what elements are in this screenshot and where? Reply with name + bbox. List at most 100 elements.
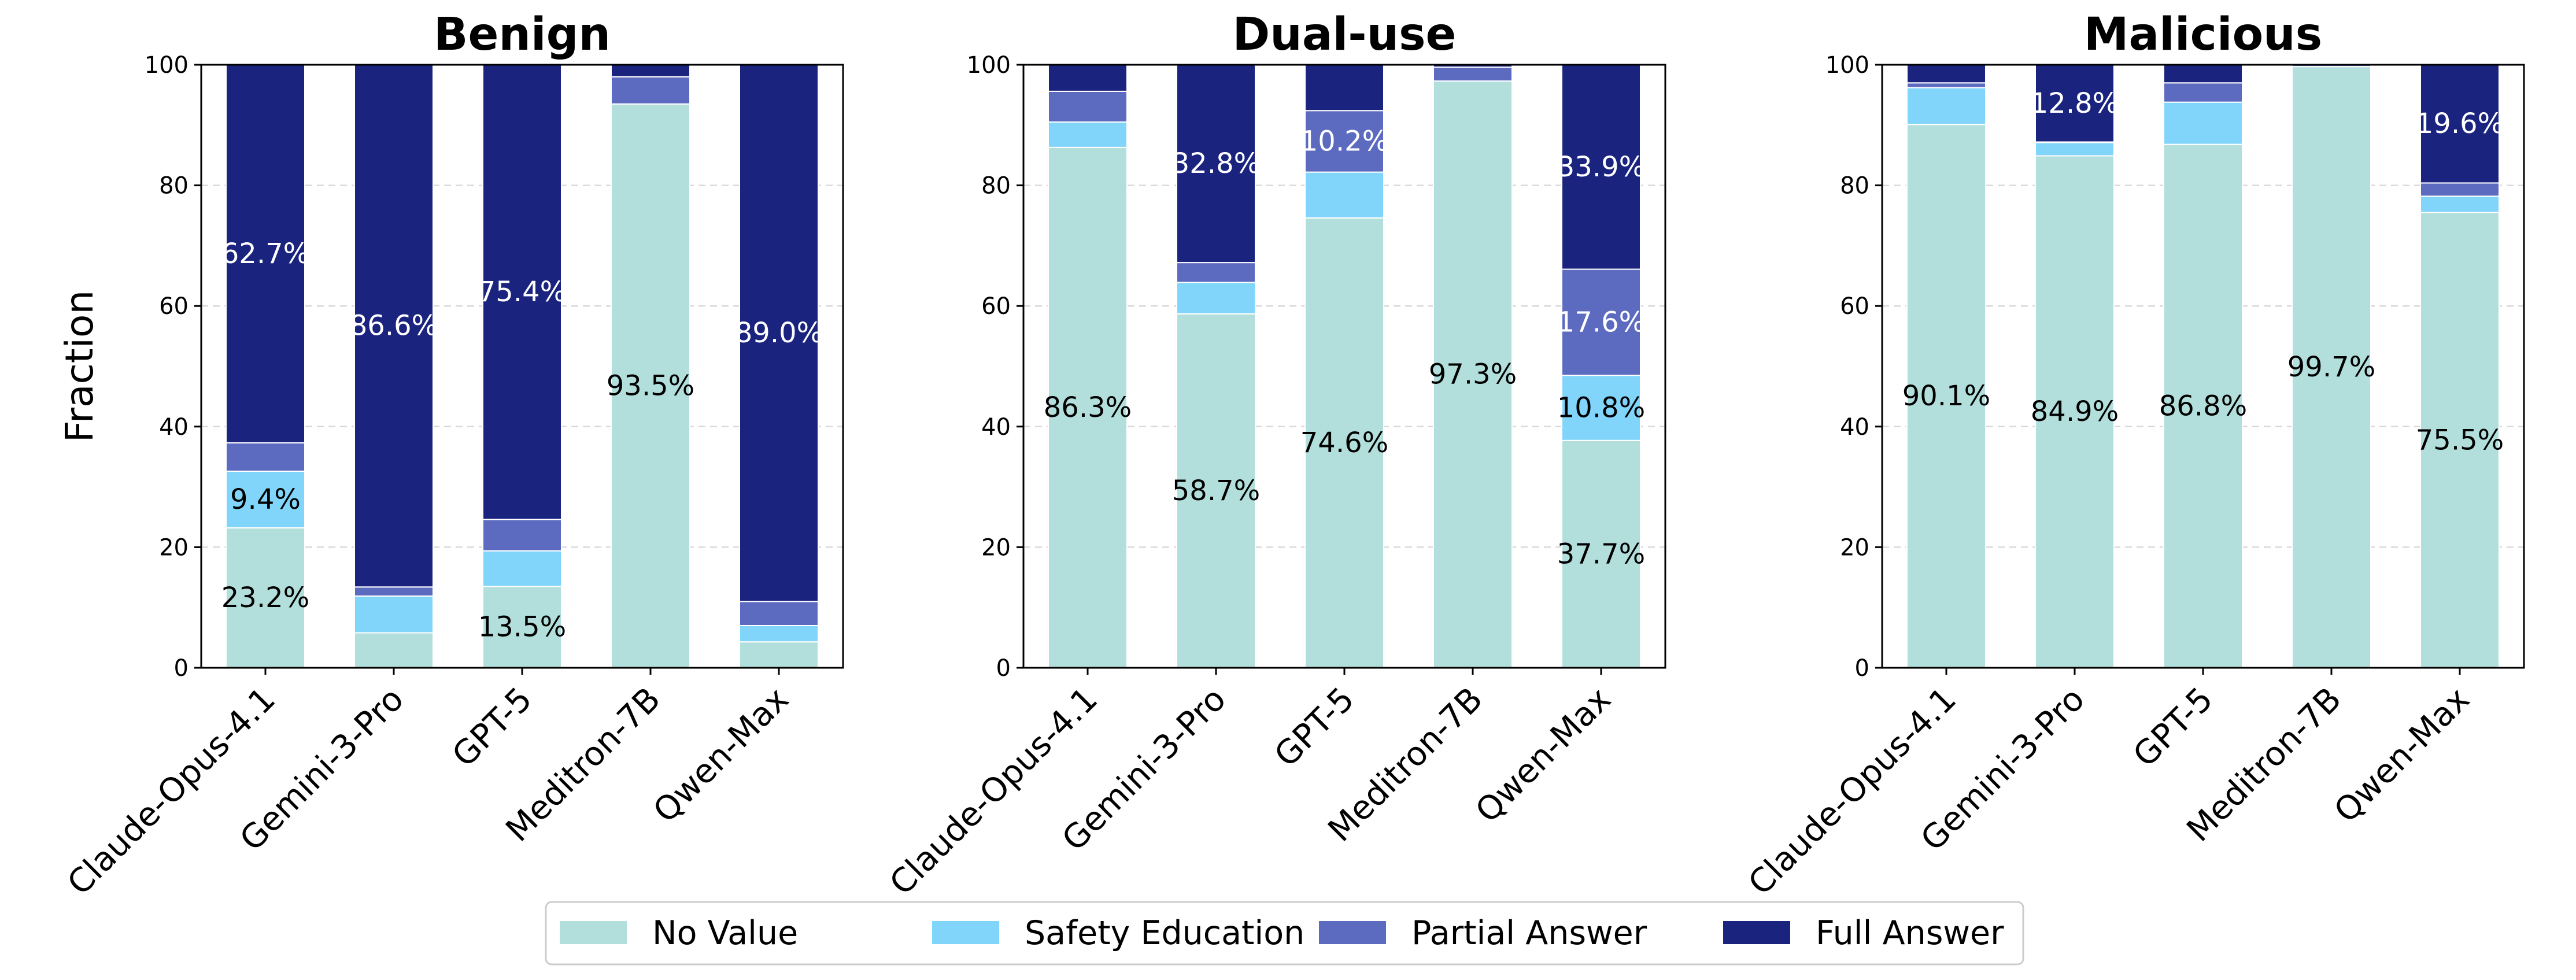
data-label: 99.7%	[2287, 351, 2375, 383]
x-tick-label: GPT-5	[1267, 680, 1362, 774]
bar-segment-full-answer	[1561, 64, 1641, 270]
data-label: 10.2%	[1300, 125, 1388, 157]
bar-segment-safety-education	[2420, 195, 2500, 213]
y-tick-label: 100	[1825, 52, 1869, 79]
data-label: 32.8%	[1172, 147, 1260, 180]
y-tick-label: 20	[1840, 534, 1869, 561]
bar-segment-safety-education	[1048, 121, 1128, 148]
y-tick-label: 60	[981, 293, 1011, 320]
data-label: 86.8%	[2159, 390, 2247, 422]
data-label: 86.6%	[350, 310, 438, 342]
y-tick-label: 40	[981, 414, 1011, 441]
y-tick-label: 20	[159, 534, 189, 561]
bar-segment-partial-answer	[1561, 268, 1641, 376]
y-tick-label: 80	[159, 173, 189, 199]
data-label: 86.3%	[1044, 391, 1132, 424]
bar-segment-no-value	[739, 641, 819, 668]
x-tick-label: Claude-Opus-4.1	[60, 680, 283, 903]
bar-segment-no-value	[611, 103, 690, 669]
data-label: 84.9%	[2031, 395, 2119, 428]
panel-title: Malicious	[2084, 9, 2322, 61]
bar-segment-safety-education	[1176, 282, 1256, 315]
legend-box	[545, 901, 2024, 966]
data-label: 19.6%	[2416, 108, 2504, 140]
legend-swatch	[1723, 921, 1790, 944]
bar-segment-safety-education	[2035, 142, 2115, 157]
bar-segment-partial-answer	[1048, 90, 1128, 123]
data-label: 37.7%	[1557, 538, 1645, 570]
legend-swatch	[560, 921, 627, 944]
data-label: 89.0%	[735, 317, 823, 349]
bar-segment-no-value	[1304, 217, 1384, 668]
legend-label: No Value	[652, 914, 798, 952]
y-tick-label: 0	[174, 655, 189, 682]
bar-segment-full-answer	[2163, 64, 2243, 84]
bar-segment-no-value	[1176, 313, 1256, 668]
y-tick-label: 100	[145, 52, 189, 79]
y-axis-label: Fraction	[57, 290, 102, 442]
bar-segment-no-value	[482, 586, 562, 668]
data-label: 10.8%	[1557, 391, 1645, 424]
bar-segment-safety-education	[482, 550, 562, 587]
bar-segment-partial-answer	[611, 76, 690, 105]
bar-segment-partial-answer	[482, 519, 562, 552]
bar-segment-no-value	[354, 632, 434, 668]
y-tick-label: 40	[159, 414, 189, 441]
data-label: 93.5%	[607, 369, 694, 402]
legend: No Value Safety Education Partial Answer Fu…	[545, 901, 2024, 966]
panel-benign: 23.2% 9.4% 62.7% 86.6% 13.5% 75.4% 93.5% 89.0% 0…	[57, 9, 844, 903]
bar-segment-safety-education	[1906, 87, 1986, 125]
bar-segment-partial-answer	[354, 586, 434, 597]
bar-segment-partial-answer	[2163, 82, 2243, 103]
y-tick-label: 100	[967, 52, 1011, 79]
legend-swatch	[1319, 921, 1386, 944]
legend-label: Safety Education	[1025, 914, 1304, 952]
data-label: 58.7%	[1172, 475, 1260, 507]
y-tick-label: 80	[981, 173, 1011, 199]
bar-segment-no-value	[226, 527, 305, 668]
x-tick-label: Qwen-Max	[2327, 680, 2477, 830]
bar-segment-no-value	[1048, 146, 1128, 669]
data-label: 9.4%	[230, 483, 301, 516]
panels: 23.2% 9.4% 62.7% 86.6% 13.5% 75.4% 93.5% 89.0% 0…	[57, 9, 2525, 903]
data-label: 74.6%	[1300, 427, 1388, 459]
x-tick-label: Claude-Opus-4.1	[1741, 680, 1964, 903]
y-tick-label: 0	[996, 655, 1011, 682]
x-tick-label: Claude-Opus-4.1	[882, 680, 1105, 903]
bar-segment-partial-answer	[1304, 110, 1384, 173]
data-label: 12.8%	[2031, 87, 2119, 120]
data-label: 75.5%	[2416, 424, 2504, 456]
x-tick-label: Qwen-Max	[1468, 680, 1618, 830]
data-label: 90.1%	[1902, 380, 1990, 412]
bar-segment-no-value	[1906, 124, 1986, 668]
bar-segment-partial-answer	[2420, 182, 2500, 197]
bar-segment-full-answer	[1048, 64, 1128, 92]
panel-dual-use: 86.3% 58.7% 32.8% 74.6% 10.2% 97.3% 37.7% 10.8%…	[882, 9, 1666, 903]
x-tick-label: Qwen-Max	[646, 680, 796, 830]
bar-segment-full-answer	[1176, 64, 1256, 264]
bar-segment-partial-answer	[1433, 66, 1513, 82]
bar-segment-full-answer	[739, 64, 819, 602]
data-label: 13.5%	[478, 611, 566, 644]
x-tick-label: GPT-5	[445, 680, 539, 774]
bar-segment-safety-education	[354, 595, 434, 634]
data-label: 23.2%	[221, 582, 309, 614]
bar-segment-partial-answer	[226, 442, 305, 472]
bar-segment-partial-answer	[1906, 82, 1986, 88]
bar-segment-full-answer	[1906, 64, 1986, 84]
bar-segment-safety-education	[1561, 375, 1641, 441]
x-tick-label: GPT-5	[2126, 680, 2220, 774]
legend-swatch	[932, 921, 999, 944]
legend-label: Full Answer	[1816, 914, 2004, 952]
y-tick-label: 60	[159, 293, 189, 320]
data-label: 75.4%	[478, 276, 566, 308]
y-tick-label: 0	[1855, 655, 1869, 682]
data-label: 33.9%	[1557, 151, 1645, 183]
bar-segment-no-value	[2163, 143, 2243, 668]
bar-segment-no-value	[1433, 80, 1513, 668]
y-tick-label: 80	[1840, 173, 1869, 199]
bar-segment-full-answer	[611, 64, 690, 77]
bar-segment-partial-answer	[739, 601, 819, 626]
y-tick-label: 40	[1840, 414, 1869, 441]
